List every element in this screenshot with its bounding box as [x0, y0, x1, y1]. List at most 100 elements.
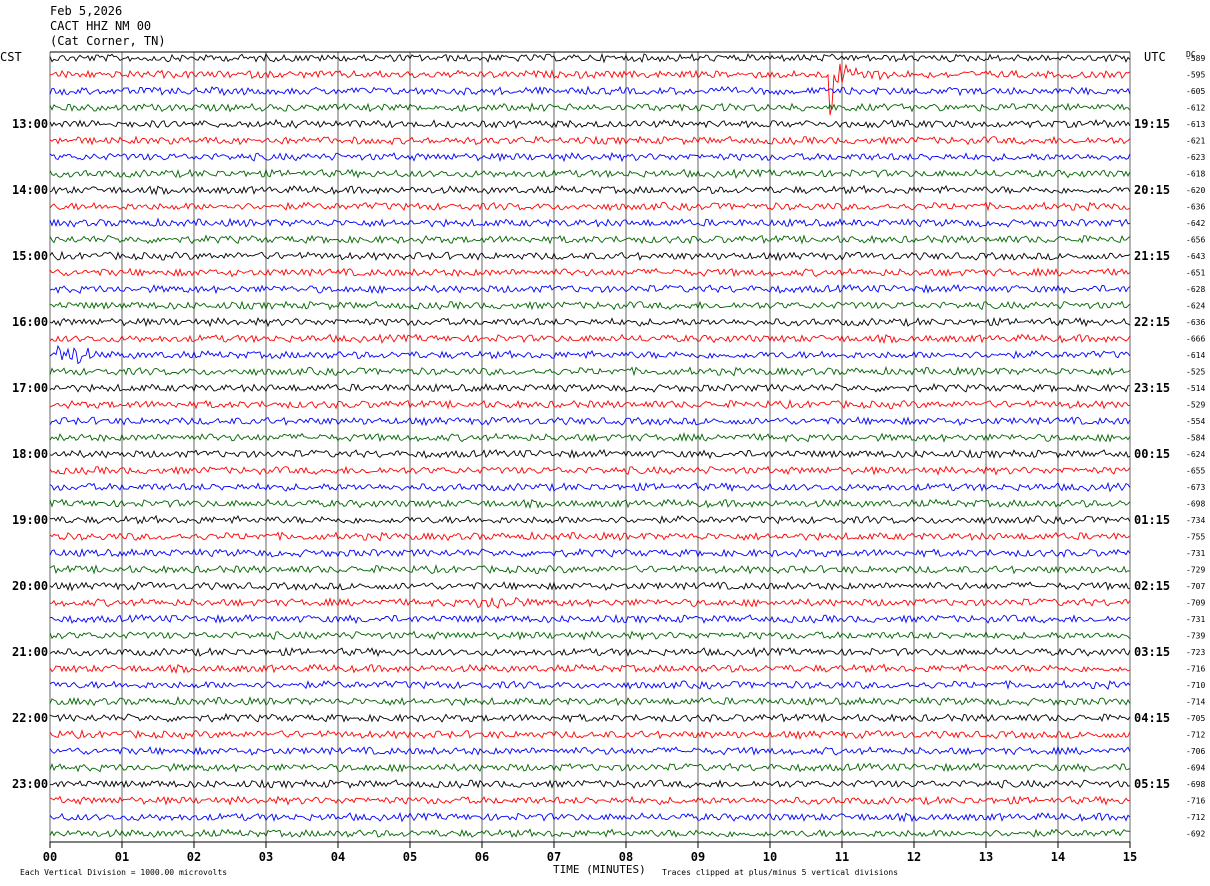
trace-17	[49, 333, 1131, 345]
x-tick-label-14: 14	[1051, 850, 1065, 864]
dc-offset-label: -623	[1186, 153, 1205, 162]
x-tick-label-15: 15	[1123, 850, 1137, 864]
right-hour-label: 22:15	[1134, 315, 1170, 329]
left-hour-label: 22:00	[12, 711, 48, 725]
x-tick-label-11: 11	[835, 850, 849, 864]
dc-offset-label: -529	[1186, 401, 1205, 410]
dc-offset-label: -705	[1186, 714, 1205, 723]
trace-3	[49, 102, 1131, 113]
trace-8	[49, 184, 1131, 196]
minute-grid-lines	[49, 51, 1131, 843]
dc-offset-label: -613	[1186, 120, 1205, 129]
x-tick-label-12: 12	[907, 850, 921, 864]
right-hour-label: 02:15	[1134, 579, 1170, 593]
x-tick-label-00: 00	[43, 850, 57, 864]
right-hour-label: 00:15	[1134, 447, 1170, 461]
right-hour-label: 19:15	[1134, 117, 1170, 131]
trace-23	[49, 432, 1131, 443]
left-hour-label: 19:00	[12, 513, 48, 527]
trace-43	[49, 762, 1131, 773]
trace-41	[49, 729, 1131, 740]
dc-offset-label: -651	[1186, 269, 1205, 278]
dc-offset-label: -584	[1186, 434, 1205, 443]
left-hour-label: 16:00	[12, 315, 48, 329]
trace-18	[49, 344, 1131, 365]
trace-36	[49, 646, 1131, 658]
dc-offset-label: -709	[1186, 599, 1205, 608]
right-hour-label: 20:15	[1134, 183, 1170, 197]
trace-11	[49, 234, 1131, 245]
trace-35	[49, 630, 1131, 641]
trace-40	[49, 712, 1131, 724]
dc-offset-label: -642	[1186, 219, 1205, 228]
right-hour-label: 23:15	[1134, 381, 1170, 395]
header-date: Feb 5,2026	[50, 4, 123, 18]
dc-offset-label: -589	[1186, 54, 1205, 63]
dc-offset-label: -716	[1186, 797, 1205, 806]
right-hour-label: 05:15	[1134, 777, 1170, 791]
footer-clip-note: Traces clipped at plus/minus 5 vertical …	[662, 868, 899, 877]
trace-29	[49, 530, 1131, 542]
dc-offset-label: -636	[1186, 203, 1205, 212]
dc-offset-label: -621	[1186, 137, 1205, 146]
trace-47	[49, 828, 1131, 839]
x-axis-ticks: 00 01 02 03 04 05 06 07 08 09 10 11 12 13 14 15	[43, 842, 1137, 864]
dc-offset-label: -712	[1186, 813, 1205, 822]
dc-offset-label: -620	[1186, 186, 1205, 195]
trace-30	[49, 547, 1131, 559]
left-hour-label: 20:00	[12, 579, 48, 593]
dc-offset-label: -525	[1186, 368, 1205, 377]
plot-labels: 13:00 14:00 15:00 16:00 17:00 18:00 19:00 20:00…	[12, 54, 1205, 839]
trace-42	[49, 745, 1131, 756]
x-tick-label-04: 04	[331, 850, 345, 864]
dc-offset-label: -514	[1186, 384, 1205, 393]
x-axis-title: TIME (MINUTES)	[553, 863, 646, 876]
dc-offset-label: -729	[1186, 566, 1205, 575]
trace-24	[49, 448, 1131, 460]
left-hour-label: 21:00	[12, 645, 48, 659]
trace-32	[49, 581, 1131, 592]
trace-2	[49, 85, 1131, 97]
trace-46	[49, 811, 1131, 823]
left-hour-label: 14:00	[12, 183, 48, 197]
footer-scale-note: Each Vertical Division = 1000.00 microvo…	[20, 868, 228, 877]
dc-offset-label: -698	[1186, 780, 1205, 789]
right-timezone-label: UTC	[1144, 50, 1166, 64]
trace-31	[49, 564, 1131, 575]
trace-12	[49, 250, 1131, 262]
x-tick-label-03: 03	[259, 850, 273, 864]
trace-5	[49, 135, 1131, 146]
left-hour-label: 15:00	[12, 249, 48, 263]
left-timezone-label: CST	[0, 50, 22, 64]
x-tick-label-01: 01	[115, 850, 129, 864]
trace-14	[49, 283, 1131, 295]
trace-38	[49, 679, 1131, 690]
dc-offset-label: -698	[1186, 500, 1205, 509]
x-tick-label-02: 02	[187, 850, 201, 864]
dc-offset-label: -624	[1186, 450, 1205, 459]
dc-offset-label: -739	[1186, 632, 1205, 641]
trace-33	[49, 596, 1131, 609]
left-hour-label: 17:00	[12, 381, 48, 395]
dc-offset-label: -618	[1186, 170, 1205, 179]
header-station: CACT HHZ NM 00	[50, 19, 152, 33]
dc-offset-label: -554	[1186, 417, 1205, 426]
left-hour-label: 23:00	[12, 777, 48, 791]
trace-25	[49, 465, 1131, 476]
trace-7	[49, 168, 1131, 179]
dc-offset-label: -624	[1186, 302, 1205, 311]
left-hour-label: 18:00	[12, 447, 48, 461]
dc-offset-label: -714	[1186, 698, 1205, 707]
dc-offset-label: -706	[1186, 747, 1205, 756]
x-tick-label-10: 10	[763, 850, 777, 864]
right-hour-label: 03:15	[1134, 645, 1170, 659]
dc-offset-label: -755	[1186, 533, 1205, 542]
seismic-traces	[49, 52, 1131, 839]
trace-44	[49, 778, 1131, 789]
dc-offset-label: -666	[1186, 335, 1205, 344]
dc-offset-label: -656	[1186, 236, 1205, 245]
dc-offset-label: -731	[1186, 549, 1205, 558]
right-hour-label: 04:15	[1134, 711, 1170, 725]
trace-9	[49, 201, 1131, 212]
trace-26	[49, 481, 1131, 493]
